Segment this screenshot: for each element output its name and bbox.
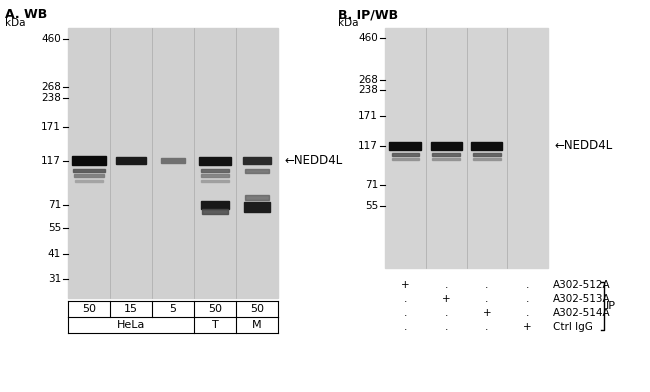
Text: 117: 117 (358, 141, 378, 151)
Text: +: + (482, 308, 491, 318)
Text: kDa: kDa (338, 18, 359, 28)
Text: 71: 71 (47, 200, 61, 210)
Text: .: . (445, 308, 448, 318)
Text: IP: IP (606, 301, 616, 311)
Text: 238: 238 (358, 85, 378, 95)
Text: 460: 460 (41, 34, 61, 44)
Bar (246, 195, 268, 200)
Text: A302-513A: A302-513A (553, 294, 610, 304)
Text: A. WB: A. WB (5, 8, 47, 21)
Text: ←NEDD4L: ←NEDD4L (554, 140, 612, 152)
Bar (201, 201, 229, 209)
Bar (391, 153, 419, 156)
Text: 5: 5 (170, 304, 177, 314)
Text: +: + (401, 280, 410, 290)
Bar (68, 28, 278, 298)
Text: 55: 55 (47, 223, 61, 233)
Text: 171: 171 (41, 122, 61, 132)
Text: 50: 50 (250, 304, 264, 314)
Bar (431, 142, 462, 150)
Text: 15: 15 (124, 304, 138, 314)
Text: 268: 268 (358, 75, 378, 85)
Text: 238: 238 (41, 93, 61, 103)
Bar (473, 153, 500, 156)
Text: 41: 41 (47, 249, 61, 259)
Text: +: + (442, 294, 450, 304)
Bar (473, 158, 500, 160)
Text: .: . (526, 280, 529, 290)
Text: ←NEDD4L: ←NEDD4L (284, 154, 343, 167)
Text: +: + (523, 322, 532, 332)
Bar (77, 186, 101, 187)
Text: 71: 71 (365, 180, 378, 191)
Text: .: . (445, 280, 448, 290)
Bar (471, 142, 502, 150)
Bar (244, 202, 270, 212)
Text: 50: 50 (208, 304, 222, 314)
Text: 50: 50 (82, 304, 96, 314)
Bar (202, 169, 229, 172)
Text: 31: 31 (47, 274, 61, 284)
Bar (202, 209, 228, 214)
Text: .: . (445, 322, 448, 332)
Bar (74, 174, 104, 177)
Bar (391, 158, 419, 160)
Text: .: . (404, 322, 407, 332)
Bar (200, 157, 231, 165)
Bar (245, 169, 269, 173)
Bar (73, 169, 105, 172)
Text: 171: 171 (358, 111, 378, 121)
Bar (75, 180, 103, 182)
Text: Ctrl IgG: Ctrl IgG (553, 322, 593, 332)
Text: A302-514A: A302-514A (553, 308, 610, 318)
Text: .: . (526, 294, 529, 304)
Bar (202, 180, 229, 182)
Bar (389, 142, 421, 150)
Text: .: . (404, 294, 407, 304)
Text: T: T (212, 320, 218, 330)
Text: M: M (252, 320, 262, 330)
Text: A302-512A: A302-512A (553, 280, 610, 290)
Text: HeLa: HeLa (117, 320, 145, 330)
Bar (243, 157, 270, 164)
Bar (385, 28, 548, 268)
Bar (432, 153, 460, 156)
Bar (72, 156, 106, 165)
Text: 55: 55 (365, 201, 378, 211)
Text: 268: 268 (41, 82, 61, 92)
Text: B. IP/WB: B. IP/WB (338, 8, 398, 21)
Bar (116, 157, 146, 164)
Text: .: . (526, 308, 529, 318)
Bar (202, 174, 229, 177)
Text: .: . (485, 280, 489, 290)
Text: .: . (485, 294, 489, 304)
Text: .: . (485, 322, 489, 332)
Text: .: . (404, 308, 407, 318)
Text: kDa: kDa (5, 18, 25, 28)
Bar (161, 158, 185, 163)
Text: 117: 117 (41, 156, 61, 166)
Text: 460: 460 (358, 33, 378, 43)
Bar (432, 158, 460, 160)
